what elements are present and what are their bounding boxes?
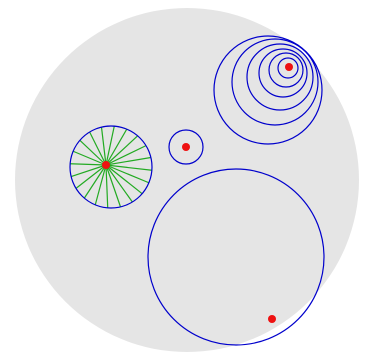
ray-line (94, 164, 107, 206)
large-circle (147, 168, 325, 346)
ray-line (79, 139, 107, 166)
ray-line (105, 164, 143, 195)
small-circle-point (182, 143, 190, 151)
ray-line (105, 164, 109, 208)
ray-line (105, 164, 133, 203)
ray-line (75, 164, 107, 189)
large-circle-point (268, 315, 276, 323)
ray-line (105, 156, 151, 166)
ray-line (105, 126, 115, 166)
nested-circle-2 (231, 38, 319, 126)
ray-line (70, 164, 107, 178)
background-disk (15, 8, 359, 352)
ray-line (105, 128, 128, 166)
nested-circle-1 (213, 35, 323, 145)
ray-circle (69, 125, 153, 209)
ray-line (105, 164, 122, 208)
ray-line (100, 127, 107, 166)
rays-group (70, 126, 152, 208)
ray-line (105, 145, 147, 166)
nested-circle-5 (268, 52, 304, 88)
ray-line (72, 150, 107, 166)
small-circle (168, 129, 204, 165)
ray-line (105, 135, 139, 166)
ray-line (83, 164, 107, 199)
nested-circle-6 (277, 57, 299, 79)
ray-center-point (102, 161, 110, 169)
nested-circle-3 (246, 43, 314, 111)
ray-line (105, 164, 152, 171)
nested-circles-group (213, 35, 323, 145)
nested-circles-point (285, 63, 293, 71)
nested-circle-4 (258, 48, 308, 98)
ray-line (105, 164, 150, 184)
ray-line (89, 131, 107, 166)
ray-line (70, 163, 107, 166)
